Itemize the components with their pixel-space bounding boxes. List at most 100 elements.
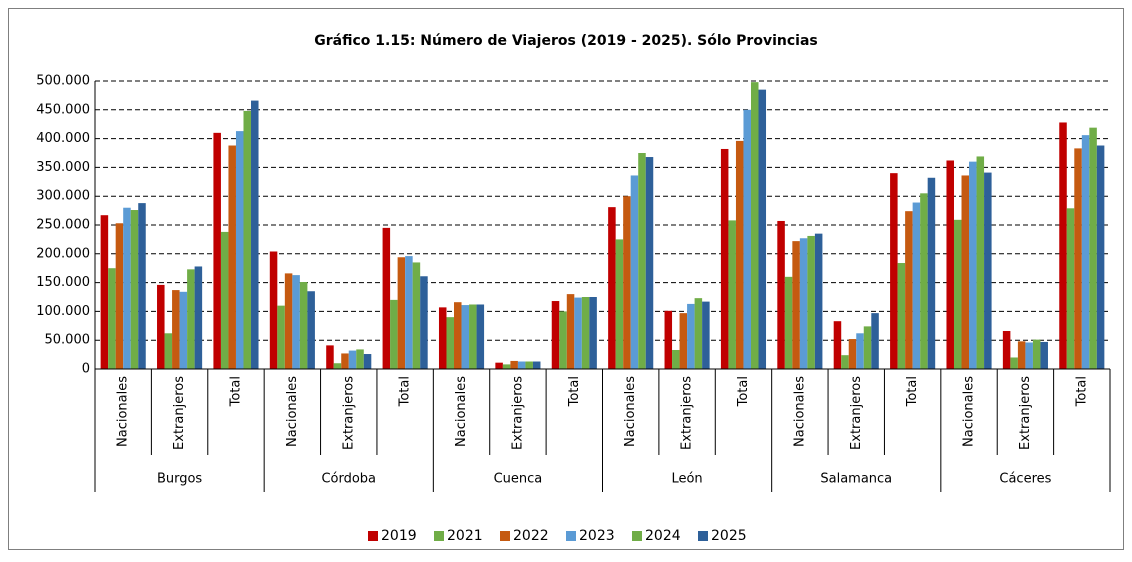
bar [532,361,541,369]
bar [799,238,808,369]
bar [397,257,406,369]
bar [735,140,744,369]
bar [187,269,195,369]
bar [638,153,646,369]
bar [1010,357,1018,369]
x-tick-label: Nacionales [285,376,300,447]
x-tick-label: Total [736,376,751,407]
x-tick-label: Extranjeros [1018,376,1033,450]
bar [664,310,673,369]
bar [333,363,342,369]
bar [461,305,470,369]
bar [976,156,985,369]
x-tick-label: Nacionales [623,376,638,447]
bar [446,317,455,369]
group-label: Burgos [157,472,202,487]
bar [777,220,785,369]
bar [848,339,857,369]
bar [356,349,364,369]
bar [194,266,203,369]
bar [438,307,447,369]
x-tick-label: Extranjeros [849,376,864,450]
y-tick-label: 250.000 [36,218,90,233]
bar [251,100,259,370]
bar [623,196,631,369]
x-tick-label: Extranjeros [341,376,356,450]
bar [871,313,879,369]
y-tick-label: 400.000 [36,131,90,146]
bar [284,273,293,369]
bar [517,361,526,369]
y-tick-label: 300.000 [36,189,90,204]
legend-label: 2022 [513,528,549,544]
bar [307,291,315,369]
x-tick-label: Nacionales [116,376,131,447]
bar [1002,330,1011,369]
bar [694,298,703,369]
x-tick-label: Nacionales [454,376,469,447]
bar [750,82,759,369]
x-tick-label: Nacionales [962,376,977,447]
bar [1025,342,1033,369]
bar [905,211,913,369]
legend-swatch [632,531,642,541]
x-tick-label: Total [398,376,413,407]
bar [213,132,221,369]
bar [235,131,244,369]
bar [299,282,308,369]
bar [559,311,567,369]
legend-swatch [500,531,510,541]
bar [100,215,109,369]
bar [1074,148,1082,369]
bar [390,299,398,369]
bar [863,326,872,369]
bar [269,251,278,369]
group-label: Cuenca [494,472,543,487]
legend-label: 2019 [381,528,417,544]
bar [807,235,815,369]
legend-swatch [368,531,378,541]
bar [1066,208,1075,369]
x-tick-label: Extranjeros [172,376,187,450]
bar [566,294,575,369]
x-tick-label: Total [905,376,920,407]
bar [927,177,936,369]
x-tick-label: Extranjeros [510,376,525,450]
x-tick-label: Total [1074,376,1089,407]
bar [157,284,165,369]
y-tick-label: 100.000 [36,304,90,319]
bar [645,157,654,369]
bar [179,291,188,369]
bar [123,207,131,369]
bar [363,354,372,369]
bar [130,210,139,369]
bar [454,302,462,369]
legend-swatch [434,531,444,541]
group-label: Salamanca [820,472,892,487]
legend-label: 2024 [645,528,681,544]
bar [784,276,793,369]
bar [953,219,962,369]
bar [1017,341,1026,369]
bar [115,223,124,369]
bar [758,89,767,369]
bar [1089,127,1097,369]
x-tick-label: Nacionales [792,376,807,447]
bar [1059,122,1067,369]
bar [228,145,236,369]
y-tick-label: 150.000 [36,275,90,290]
bar [920,193,928,369]
bar [679,313,688,369]
bar [341,353,349,369]
bar [502,364,511,369]
bar [946,160,954,369]
bar [138,203,146,369]
bar [405,256,413,369]
bar [814,233,823,369]
bar [589,297,597,369]
bar [172,290,180,369]
bar [833,321,842,369]
legend-swatch [698,531,708,541]
y-tick-label: 500.000 [36,74,90,89]
bar [348,350,357,369]
